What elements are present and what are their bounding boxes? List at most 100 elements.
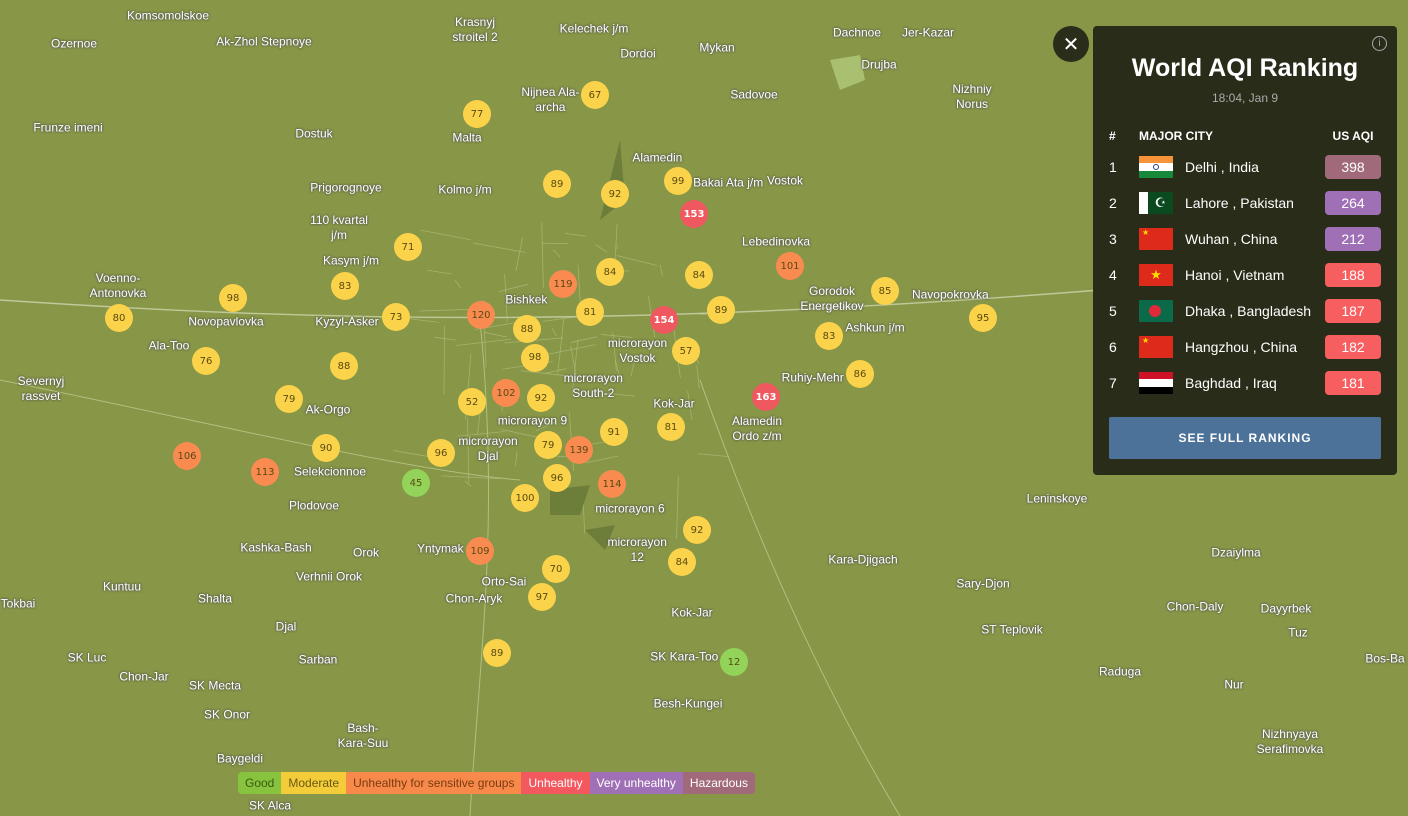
aqi-badge: 212	[1325, 227, 1381, 251]
station-marker[interactable]: 106	[173, 442, 201, 470]
station-marker[interactable]: 81	[576, 298, 604, 326]
place-label: Dostuk	[295, 126, 333, 141]
aqi-badge: 264	[1325, 191, 1381, 215]
station-marker[interactable]: 102	[492, 379, 520, 407]
station-marker[interactable]: 114	[598, 470, 626, 498]
station-marker[interactable]: 96	[427, 439, 455, 467]
place-label: Chon-Daly	[1166, 599, 1224, 614]
city-cell: Delhi , India	[1139, 156, 1325, 178]
station-marker[interactable]: 88	[330, 352, 358, 380]
place-label: Kolmo j/m	[438, 182, 492, 197]
ranking-row[interactable]: 4 ★ Hanoi , Vietnam 188	[1109, 257, 1381, 293]
legend-item: Unhealthy for sensitive groups	[346, 772, 522, 794]
place-label: Bos-Ba	[1365, 651, 1405, 666]
station-marker[interactable]: 81	[657, 413, 685, 441]
station-marker[interactable]: 12	[720, 648, 748, 676]
station-marker[interactable]: 73	[382, 303, 410, 331]
place-label: Nizhnyaya Serafimovka	[1256, 727, 1324, 756]
station-marker[interactable]: 84	[685, 261, 713, 289]
place-label: Verhnii Orok	[295, 569, 363, 584]
place-label: Kuntuu	[102, 579, 142, 594]
place-label: Severnyj rassvet	[17, 374, 65, 403]
station-marker[interactable]: 83	[815, 322, 843, 350]
station-marker[interactable]: 86	[846, 360, 874, 388]
ranking-row[interactable]: 6 ★ Hangzhou , China 182	[1109, 329, 1381, 365]
ranking-row[interactable]: 1 Delhi , India 398	[1109, 149, 1381, 185]
station-marker[interactable]: 67	[581, 81, 609, 109]
place-label: Tuz	[1288, 625, 1308, 640]
station-marker[interactable]: 98	[219, 284, 247, 312]
station-marker[interactable]: 92	[601, 180, 629, 208]
info-icon[interactable]: i	[1372, 36, 1387, 51]
station-marker[interactable]: 89	[483, 639, 511, 667]
station-marker[interactable]: 92	[527, 384, 555, 412]
station-marker[interactable]: 77	[463, 100, 491, 128]
station-marker[interactable]: 92	[683, 516, 711, 544]
station-marker[interactable]: 80	[105, 304, 133, 332]
bangladesh-flag-icon	[1139, 300, 1173, 322]
place-label: Orto-Sai	[481, 574, 527, 589]
station-marker[interactable]: 153	[680, 200, 708, 228]
station-marker[interactable]: 154	[650, 306, 678, 334]
place-label: Bash- Kara-Suu	[337, 721, 389, 750]
legend-item: Unhealthy	[521, 772, 590, 794]
station-marker[interactable]: 98	[521, 343, 549, 372]
station-marker[interactable]: 45	[402, 469, 430, 497]
station-marker[interactable]: 139	[565, 436, 593, 464]
station-marker[interactable]: 85	[871, 277, 899, 305]
place-label: microrayon 9	[497, 413, 568, 428]
station-marker[interactable]: 79	[275, 385, 303, 413]
place-label: Dayyrbek	[1260, 601, 1312, 616]
city-name: Delhi , India	[1185, 159, 1259, 175]
station-marker[interactable]: 57	[672, 337, 700, 365]
station-marker[interactable]: 100	[511, 484, 539, 512]
ranking-panel: i World AQI Ranking 18:04, Jan 9 # MAJOR…	[1093, 26, 1397, 475]
station-marker[interactable]: 84	[668, 548, 696, 576]
place-label: Plodovoe	[288, 498, 340, 513]
place-label: Voenno- Antonovka	[89, 271, 147, 300]
place-label: Leninskoye	[1026, 491, 1088, 506]
see-full-ranking-button[interactable]: SEE FULL RANKING	[1109, 417, 1381, 459]
station-marker[interactable]: 88	[513, 315, 541, 343]
station-marker[interactable]: 90	[312, 434, 340, 462]
station-marker[interactable]: 91	[600, 418, 628, 446]
place-label: SK Onor	[203, 707, 251, 722]
station-marker[interactable]: 83	[331, 272, 359, 300]
close-panel-button[interactable]: ✕	[1053, 26, 1089, 62]
place-label: Nijnea Ala- archa	[521, 84, 580, 114]
place-label: Nur	[1224, 677, 1244, 692]
station-marker[interactable]: 70	[542, 555, 570, 583]
legend-item: Moderate	[281, 772, 347, 794]
place-label: Orok	[352, 545, 380, 560]
station-marker[interactable]: 99	[664, 167, 692, 195]
ranking-row[interactable]: 5 Dhaka , Bangladesh 187	[1109, 293, 1381, 329]
place-label: Frunze imeni	[33, 120, 103, 135]
station-marker[interactable]: 96	[543, 464, 571, 493]
station-marker[interactable]: 113	[251, 458, 279, 486]
city-name: Hangzhou , China	[1185, 339, 1298, 355]
station-marker[interactable]: 163	[752, 383, 780, 411]
station-marker[interactable]: 89	[543, 170, 571, 198]
india-flag-icon	[1139, 156, 1173, 178]
city-name: Baghdad , Iraq	[1185, 375, 1277, 391]
ranking-row[interactable]: 2 ☪ Lahore , Pakistan 264	[1109, 185, 1381, 221]
station-marker[interactable]: 71	[394, 233, 422, 261]
station-marker[interactable]: 76	[192, 347, 220, 375]
place-label: Drujba	[861, 57, 897, 72]
place-label: Kelechek j/m	[559, 21, 629, 36]
station-marker[interactable]: 95	[969, 304, 997, 332]
station-marker[interactable]: 109	[466, 537, 494, 565]
station-marker[interactable]: 84	[596, 258, 624, 286]
station-marker[interactable]: 79	[534, 431, 562, 459]
station-marker[interactable]: 89	[707, 296, 735, 324]
station-marker[interactable]: 119	[549, 270, 577, 298]
station-marker[interactable]: 97	[528, 583, 556, 612]
station-marker[interactable]: 101	[776, 252, 804, 280]
aqi-badge: 187	[1325, 299, 1381, 323]
station-marker[interactable]: 120	[467, 301, 495, 329]
ranking-row[interactable]: 3 ★ Wuhan , China 212	[1109, 221, 1381, 257]
station-marker[interactable]: 52	[458, 388, 486, 416]
place-label: Komsomolskoe	[126, 8, 210, 23]
ranking-row[interactable]: 7 Baghdad , Iraq 181	[1109, 365, 1381, 401]
panel-title: World AQI Ranking	[1131, 54, 1359, 82]
